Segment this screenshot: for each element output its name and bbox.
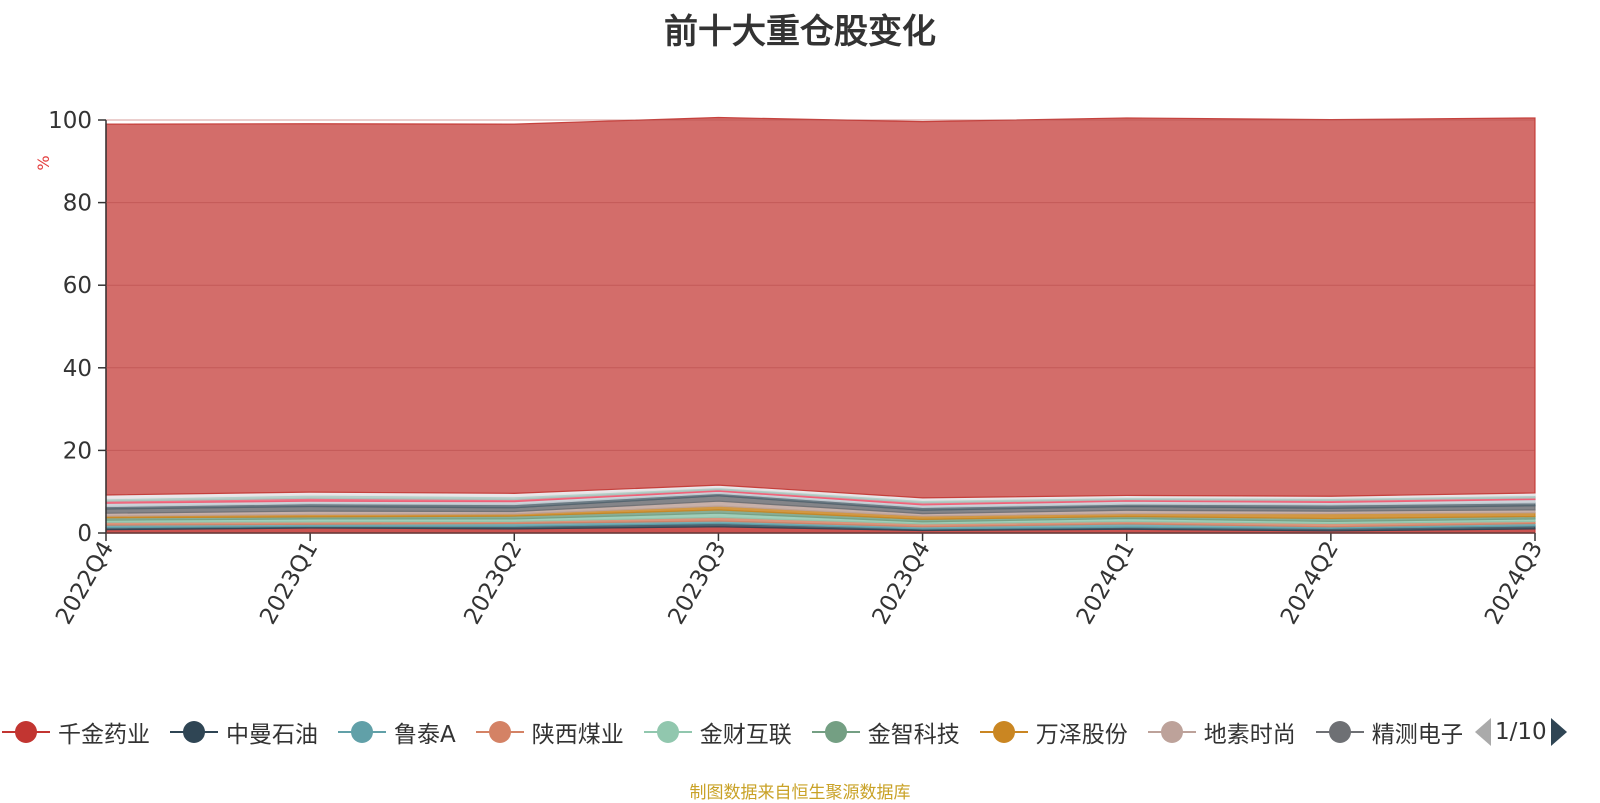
x-tick-label: 2023Q4 xyxy=(868,537,936,629)
y-tick-label: 100 xyxy=(48,108,92,134)
y-tick-label: 20 xyxy=(63,438,92,464)
legend-marker-icon xyxy=(0,712,52,752)
y-tick-label: 0 xyxy=(77,521,92,547)
legend-marker-icon xyxy=(336,712,388,752)
x-tick-label: 2022Q4 xyxy=(51,537,119,629)
grid-lines xyxy=(106,119,1535,534)
legend-marker-icon xyxy=(1146,712,1198,752)
y-tick-label: 60 xyxy=(63,273,92,299)
legend: 千金药业 中曼石油 鲁泰A 陕西煤业 金财互联 金智科技 万泽股份 地素时尚 精测电子 1/10 xyxy=(0,712,1600,752)
stacked-area-chart: 0 20 40 60 80 100 2022Q4 2023Q1 2023Q2 2023Q3 2023… xyxy=(34,108,1548,629)
legend-label: 鲁泰A xyxy=(394,722,456,748)
x-tick-label: 2024Q3 xyxy=(1480,537,1548,629)
x-tick-label: 2024Q2 xyxy=(1276,537,1344,629)
y-tick-label: 80 xyxy=(63,191,92,217)
legend-item[interactable]: 精测电子 xyxy=(1314,712,1462,752)
x-tick-label: 2023Q2 xyxy=(459,537,527,629)
legend-label: 万泽股份 xyxy=(1035,722,1128,748)
legend-label: 陕西煤业 xyxy=(531,722,624,748)
next-page-icon[interactable] xyxy=(1550,718,1567,746)
legend-item[interactable]: 地素时尚 xyxy=(1146,712,1296,752)
legend-label: 中曼石油 xyxy=(226,722,318,748)
legend-marker-icon xyxy=(168,712,220,752)
y-axis-label: % xyxy=(34,155,53,170)
legend-marker-icon xyxy=(978,712,1030,752)
chart-title: 前十大重仓股变化 xyxy=(664,12,936,52)
legend-marker-icon xyxy=(810,712,862,752)
legend-marker-icon xyxy=(1314,712,1366,752)
legend-page-number: 1/10 xyxy=(1495,719,1547,745)
x-tick-label: 2023Q3 xyxy=(663,537,731,629)
legend-item[interactable]: 金智科技 xyxy=(810,712,960,752)
legend-pager: 1/10 xyxy=(1475,712,1567,752)
prev-page-icon[interactable] xyxy=(1475,718,1491,746)
legend-item[interactable]: 陕西煤业 xyxy=(474,712,624,752)
legend-label: 金财互联 xyxy=(699,722,792,748)
legend-label: 千金药业 xyxy=(58,722,150,748)
legend-label: 地素时尚 xyxy=(1203,722,1296,748)
legend-item[interactable]: 鲁泰A xyxy=(336,712,456,752)
y-tick-label: 40 xyxy=(63,356,92,382)
legend-item[interactable]: 千金药业 xyxy=(0,712,150,752)
legend-label: 金智科技 xyxy=(867,722,960,748)
legend-item[interactable]: 万泽股份 xyxy=(978,712,1128,752)
legend-item[interactable]: 金财互联 xyxy=(642,712,792,752)
x-tick-label: 2023Q1 xyxy=(255,537,323,629)
legend-marker-icon xyxy=(474,712,526,752)
legend-label: 精测电子 xyxy=(1371,722,1462,748)
area-series xyxy=(105,116,1536,534)
x-tick-label: 2024Q1 xyxy=(1072,537,1140,629)
legend-marker-icon xyxy=(642,712,694,752)
legend-item[interactable]: 中曼石油 xyxy=(168,712,318,752)
data-source-note: 制图数据来自恒生聚源数据库 xyxy=(689,783,911,803)
area-series-14 xyxy=(105,116,1536,499)
legend-items: 千金药业 中曼石油 鲁泰A 陕西煤业 金财互联 金智科技 万泽股份 地素时尚 精测电子 xyxy=(0,712,1462,752)
